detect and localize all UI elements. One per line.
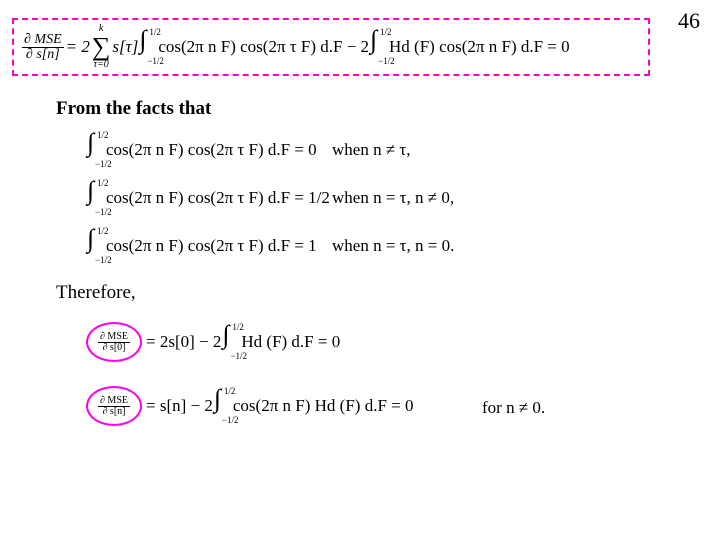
result-row-1: ∂ MSE ∂ s[0] = 2s[0] − 2 1/2∫−1/2 Hd (F)… [86,320,340,364]
fact-eq-3: 1/2∫−1/2 cos(2π n F) cos(2π τ F) d.F = 1 [86,231,332,261]
sum-symbol: k ∑ τ=0 [92,24,111,70]
result-row-2: ∂ MSE ∂ s[n] = s[n] − 2 1/2∫−1/2 cos(2π … [86,384,414,428]
s-tau: s[τ] [112,37,138,57]
fact-row-1: 1/2∫−1/2 cos(2π n F) cos(2π τ F) d.F = 0… [86,130,410,170]
fact-eq-2: 1/2∫−1/2 cos(2π n F) cos(2π τ F) d.F = 1… [86,183,332,213]
fact-eq-1: 1/2∫−1/2 cos(2π n F) cos(2π τ F) d.F = 0 [86,135,332,165]
integral-1: 1/2 ∫ −1/2 [139,32,157,62]
lhs-denominator: ∂ s[n] [24,48,62,62]
main-equation: ∂ MSE ∂ s[n] = 2 k ∑ τ=0 s[τ] 1/2 ∫ −1/2… [20,24,570,70]
fact-cond-3: when n = τ, n = 0. [332,236,454,256]
result-eq-1: = 2s[0] − 2 1/2∫−1/2 Hd (F) d.F = 0 [146,327,340,357]
intro-text: From the facts that [56,98,211,120]
therefore-text: Therefore, [56,282,136,304]
coef-2: = 2 [66,37,90,57]
result-eq-2: = s[n] − 2 1/2∫−1/2 cos(2π n F) Hd (F) d… [146,391,414,421]
lhs-numerator: ∂ MSE [22,33,64,48]
final-condition: for n ≠ 0. [482,398,545,418]
page-number: 46 [678,8,700,34]
fact-cond-1: when n ≠ τ, [332,140,410,160]
integral-2: 1/2 ∫ −1/2 [370,32,388,62]
main-equation-box: ∂ MSE ∂ s[n] = 2 k ∑ τ=0 s[τ] 1/2 ∫ −1/2… [12,18,650,76]
fact-cond-2: when n = τ, n ≠ 0, [332,188,454,208]
eq-body-2: Hd (F) cos(2π n F) d.F = 0 [389,37,570,57]
fact-row-3: 1/2∫−1/2 cos(2π n F) cos(2π τ F) d.F = 1… [86,226,454,266]
circled-partial-2: ∂ MSE ∂ s[n] [86,386,142,426]
circled-partial-1: ∂ MSE ∂ s[0] [86,322,142,362]
fact-row-2: 1/2∫−1/2 cos(2π n F) cos(2π τ F) d.F = 1… [86,178,454,218]
eq-body-1: cos(2π n F) cos(2π τ F) d.F − 2 [158,37,369,57]
